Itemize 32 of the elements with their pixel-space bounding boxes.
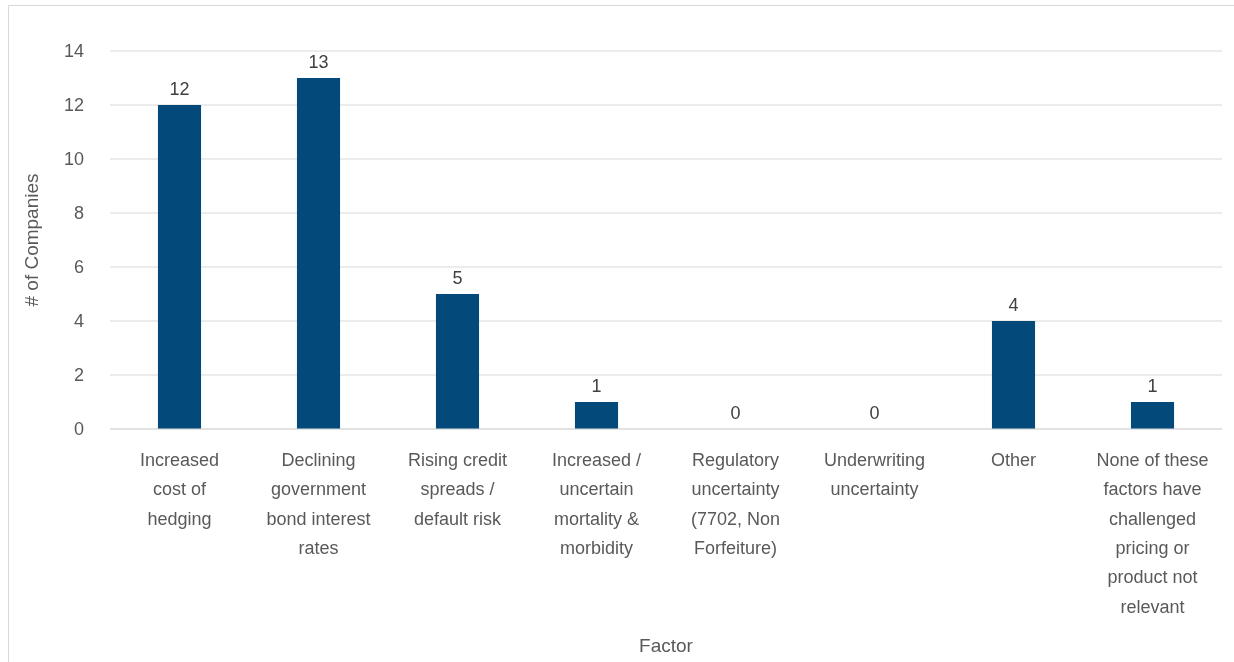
bar (574, 402, 619, 429)
data-label: 4 (1008, 295, 1019, 315)
x-tick-label: Other (990, 450, 1037, 470)
x-tick-label: Increased cost of hedging (139, 450, 220, 529)
x-tick-label: Rising credit spreads / default risk (407, 450, 508, 529)
bar (435, 294, 480, 429)
y-tick-label: 12 (63, 95, 84, 116)
data-label: 1 (591, 376, 602, 396)
x-tick-label: Increased / uncertain mortality & morbidity (551, 450, 642, 558)
bar (1130, 402, 1175, 429)
data-label: 0 (730, 403, 741, 423)
y-tick-label: 4 (73, 311, 84, 332)
data-label: 13 (308, 52, 329, 72)
y-tick-label: 10 (63, 149, 84, 170)
bar (991, 321, 1036, 429)
data-label: 5 (452, 268, 463, 288)
data-label: 1 (1147, 376, 1158, 396)
x-tick-label: Declining government bond interest rates (266, 450, 371, 558)
y-tick-label: 0 (73, 419, 84, 440)
data-label: 12 (169, 79, 190, 99)
x-tick-label: Regulatory uncertainty (7702, Non Forfeiture) (690, 450, 781, 558)
y-tick-label: 8 (73, 203, 84, 224)
y-axis-title: # of Companies (21, 173, 42, 307)
bar (296, 78, 341, 429)
data-label: 0 (869, 403, 880, 423)
y-tick-label: 14 (63, 41, 84, 62)
x-axis-title: Factor (639, 635, 694, 656)
y-tick-label: 6 (73, 257, 84, 278)
x-tick-label: None of these factors have challenged pricing or product not relevant (1096, 450, 1209, 617)
bar (157, 105, 202, 429)
y-tick-label: 2 (73, 365, 84, 386)
x-tick-label: Underwriting uncertainty (823, 450, 926, 500)
